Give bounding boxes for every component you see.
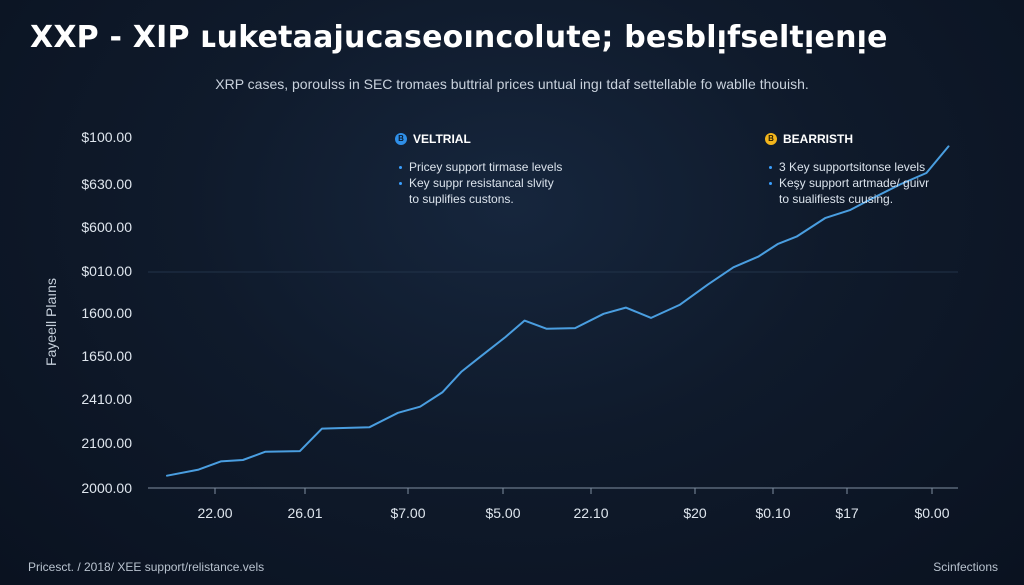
y-tick-label: 2000.00 [81,480,132,496]
bitcoin-badge-icon: B [765,133,777,145]
y-tick-label: 2100.00 [81,435,132,451]
series-line [166,145,950,477]
x-tick-label: $5.00 [485,505,520,521]
x-tick-label: $0.10 [755,505,790,521]
x-tick-label: $17 [835,505,859,521]
annotation-bearish: B BEARRISTH 3 Key supportsitonse levels … [765,131,985,207]
annotation-bullish: B VELTRIAL Pricey support tirmase levels… [395,131,615,207]
annotation-bullish-title: VELTRIAL [413,132,471,146]
footer-credit: Scinfections [933,560,998,574]
x-tick-label: 22.00 [197,505,232,521]
x-tick-label: $0.00 [914,505,949,521]
y-tick-label: 2410.00 [81,391,132,407]
y-tick-label: 1650.00 [81,348,132,364]
annotation-bearish-item: 3 Key supportsitonse levels [765,159,985,175]
y-tick-label: $010.00 [81,263,132,279]
chart-title: XXP - XIP ʟuketaajucaseoıncolute; besblᴉ… [30,20,888,55]
y-tick-label: $100.00 [81,129,132,145]
x-tick-label: $7.00 [390,505,425,521]
annotation-bullish-item-continuation: to suplifies custons. [409,192,514,206]
y-tick-label: $600.00 [81,219,132,235]
x-tick-label: $20 [683,505,707,521]
footer-source: Pricesct. / 2018/ XEE support/relistance… [28,560,265,574]
bitcoin-badge-icon: B [395,133,407,145]
annotation-bullish-heading: B VELTRIAL [395,131,615,147]
annotation-bullish-item: Pricey support tirmase levels [395,159,615,175]
annotation-bearish-item: Keşy support artmade/ guivr [765,175,985,191]
annotation-bearish-title: BEARRISTH [783,132,854,146]
y-tick-label: $630.00 [81,176,132,192]
chart-subtitle: XRP cases, poroulsѕ in SEC tromaes buttr… [215,76,809,92]
x-tick-label: 22.10 [573,505,608,521]
y-axis-label: Fayeell Plaıns [43,278,59,366]
annotation-bullish-item: Key suppr resistancal slvity [395,175,615,191]
annotation-bearish-heading: B BEARRISTH [765,131,985,147]
y-tick-label: 1600.00 [81,305,132,321]
annotation-bearish-item-continuation: to sualifiests cuusing. [779,192,894,206]
x-tick-label: 26.01 [287,505,322,521]
